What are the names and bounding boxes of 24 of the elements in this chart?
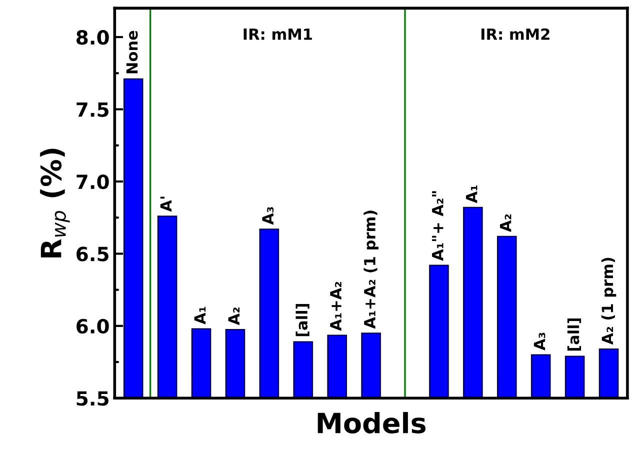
x-tick-label: A₁+A₂ [330,282,342,331]
x-tick-label: None [126,30,138,74]
x-tick-label: A₁"+ A₂" [432,191,444,261]
x-tick-label: A₁ [194,306,206,324]
x-tick-label: [all] [296,304,310,336]
y-tick-label: 8.0 [76,30,109,45]
x-tick-label: A₁ [466,186,478,204]
x-tick-label: A₂ [500,214,512,232]
x-axis-title: Models [318,412,426,434]
y-tick-label: 6.0 [76,318,109,334]
y-tick-label: 7.5 [76,102,108,117]
x-tick-label: A₃ [534,332,546,350]
x-tick-label: [all] [567,318,582,351]
y-axis-title: R$_{wp}$ (%) [40,148,70,258]
y-tick-label: 6.5 [76,246,108,262]
x-tick-label: A₂ (1 prm) [601,258,616,345]
annotation: IR: mM1 [244,28,312,40]
x-tick-label: A' [160,196,172,212]
annotation: IR: mM2 [481,28,550,40]
x-tick-label: A₂ [228,308,240,326]
x-tick-label: A₃ [262,207,274,225]
x-tick-label: A₁+A₂ (1 prm) [364,210,378,329]
y-tick-label: 5.5 [76,391,108,406]
y-tick-label: 7.0 [76,174,109,190]
